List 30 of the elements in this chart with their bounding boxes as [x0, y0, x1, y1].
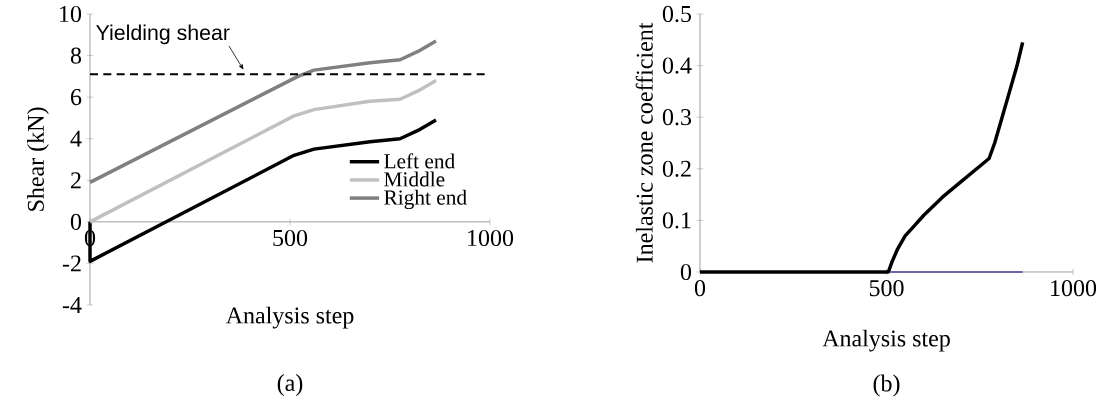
- y-tick-label: 0.2: [662, 160, 691, 177]
- x-tick-label: 500: [273, 229, 308, 247]
- y-tick-label: 0: [70, 213, 82, 230]
- y-tick-label: 2: [71, 172, 81, 189]
- x-tick-label: 1000: [1051, 280, 1097, 297]
- legend-label: Left end: [384, 153, 455, 169]
- y-tick-label: -4: [62, 297, 82, 313]
- y-tick-label: 0.5: [662, 5, 692, 23]
- y-axis-title: Inelastic zone coefficient: [635, 22, 653, 263]
- y-tick-label: 6: [70, 89, 82, 106]
- ref-line-label: Yielding shear: [96, 24, 230, 45]
- y-tick-label: 8: [70, 47, 82, 64]
- y-tick-label: -2: [62, 255, 81, 272]
- x-tick-label: 1000: [468, 229, 514, 247]
- y-tick-label: 0.1: [662, 212, 691, 229]
- y-tick-label: 0.4: [662, 57, 692, 74]
- legend-label: Right end: [384, 189, 467, 210]
- legend-label: Middle: [384, 171, 445, 187]
- y-tick-label: 0.3: [662, 109, 692, 126]
- y-tick-label: 0: [680, 263, 692, 281]
- y-tick-label: 4: [70, 130, 82, 147]
- x-axis-title: Analysis step: [822, 329, 950, 352]
- x-tick-label: 0: [694, 280, 706, 297]
- y-tick-label: 10: [60, 5, 82, 23]
- x-tick-label: 500: [869, 280, 904, 297]
- x-axis-title: Analysis step: [225, 306, 354, 329]
- line-series: [698, 40, 1025, 274]
- text: (b): [873, 374, 900, 397]
- text: (a): [277, 374, 303, 396]
- y-axis-title: Shear (kN): [27, 107, 49, 211]
